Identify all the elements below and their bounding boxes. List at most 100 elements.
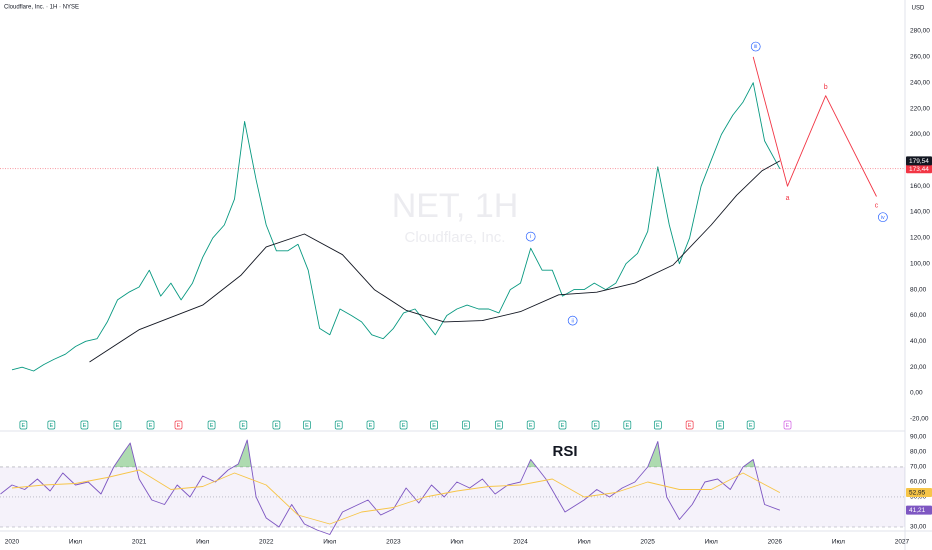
series-line (752, 56, 877, 197)
y-tick-label: 260,00 (910, 54, 930, 61)
event-label: E (432, 423, 436, 429)
event-label: E (22, 423, 26, 429)
series-line (11, 82, 781, 372)
wave-label: iii (754, 44, 757, 50)
series-line (11, 469, 781, 525)
event-marker (526, 420, 535, 430)
wave-label: c (875, 203, 879, 210)
wave-circle (567, 315, 578, 326)
event-label: E (210, 423, 214, 429)
event-marker (623, 420, 632, 430)
event-marker (303, 420, 311, 430)
x-tick-label: 2020 (5, 539, 20, 546)
y-tick-label: 50,00 (910, 494, 927, 501)
y-tick-label: 240,00 (910, 79, 930, 86)
wave-label: b (824, 84, 828, 91)
x-tick-label: 2027 (895, 539, 910, 546)
event-marker (19, 420, 28, 430)
symbol-header: Cloudflare, Inc. · 1H · NYSE (4, 5, 79, 11)
event-label: E (305, 423, 309, 429)
series-line (0, 439, 781, 535)
last-value-box (906, 164, 932, 174)
y-tick-label: -20,00 (910, 416, 929, 423)
event-marker (174, 420, 183, 430)
event-label: E (625, 423, 629, 429)
event-label: E (464, 423, 468, 429)
event-marker (653, 420, 662, 430)
event-marker (146, 420, 155, 430)
last-value-label: 179,54 (909, 158, 929, 165)
event-marker (495, 420, 503, 430)
last-value-label: 41,21 (909, 507, 926, 514)
last-value-box (906, 505, 932, 515)
event-label: E (369, 423, 373, 429)
event-marker (113, 420, 122, 430)
x-tick-label: Июл (705, 539, 718, 546)
event-marker (399, 420, 408, 430)
event-label: E (275, 423, 279, 429)
event-label: E (688, 423, 692, 429)
x-tick-label: 2023 (386, 539, 401, 546)
event-label: E (83, 423, 87, 429)
y-tick-label: 40,00 (910, 338, 927, 345)
event-marker (783, 420, 792, 430)
y-tick-label: 90,00 (910, 434, 927, 441)
y-tick-label: 60,00 (910, 479, 927, 486)
event-marker (716, 420, 724, 430)
y-tick-label: 60,00 (910, 312, 927, 319)
event-label: E (594, 423, 598, 429)
event-label: E (337, 423, 341, 429)
last-value-box (906, 156, 932, 166)
event-marker (334, 420, 343, 430)
event-marker (558, 420, 567, 430)
y-tick-label: 220,00 (910, 105, 930, 112)
last-value-label: 52,95 (909, 490, 926, 497)
event-marker (746, 420, 755, 430)
y-tick-label: 160,00 (910, 183, 930, 190)
event-label: E (786, 423, 790, 429)
x-tick-label: 2026 (768, 539, 783, 546)
x-tick-label: Июл (832, 539, 845, 546)
y-tick-label: 80,00 (910, 449, 927, 456)
x-tick-label: Июл (323, 539, 336, 546)
event-label: E (561, 423, 565, 429)
y-tick-label: 70,00 (910, 464, 927, 471)
x-tick-label: 2024 (513, 539, 528, 546)
y-tick-label: 20,00 (910, 364, 927, 371)
event-marker (591, 420, 600, 430)
event-marker (47, 420, 56, 430)
currency: USD (912, 6, 925, 12)
event-label: E (242, 423, 246, 429)
event-label: E (149, 423, 153, 429)
y-tick-label: 280,00 (910, 28, 930, 35)
event-marker (272, 420, 281, 430)
wave-label: i (530, 234, 531, 240)
event-marker (239, 420, 248, 430)
event-marker (80, 420, 89, 430)
wave-circle (878, 212, 888, 223)
y-tick-label: 0,00 (910, 390, 923, 397)
x-tick-label: Июл (196, 539, 209, 546)
x-tick-label: 2022 (259, 539, 274, 546)
y-tick-label: 120,00 (910, 235, 930, 242)
event-label: E (718, 423, 722, 429)
event-label: E (656, 423, 660, 429)
wave-label: a (786, 195, 790, 202)
event-label: E (529, 423, 533, 429)
y-tick-label: 80,00 (910, 286, 927, 293)
event-marker (366, 420, 375, 430)
y-tick-label: 30,00 (910, 524, 927, 531)
watermark-ticker: NET, 1H (392, 187, 519, 225)
event-label: E (497, 423, 501, 429)
y-tick-label: 140,00 (910, 209, 930, 216)
event-label: E (50, 423, 54, 429)
event-label: E (116, 423, 120, 429)
event-marker (430, 420, 438, 430)
last-value-label: 173,44 (909, 166, 929, 173)
x-tick-label: 2021 (132, 539, 147, 546)
y-tick-label: 200,00 (910, 131, 930, 138)
wave-circle (525, 231, 536, 242)
event-label: E (402, 423, 406, 429)
